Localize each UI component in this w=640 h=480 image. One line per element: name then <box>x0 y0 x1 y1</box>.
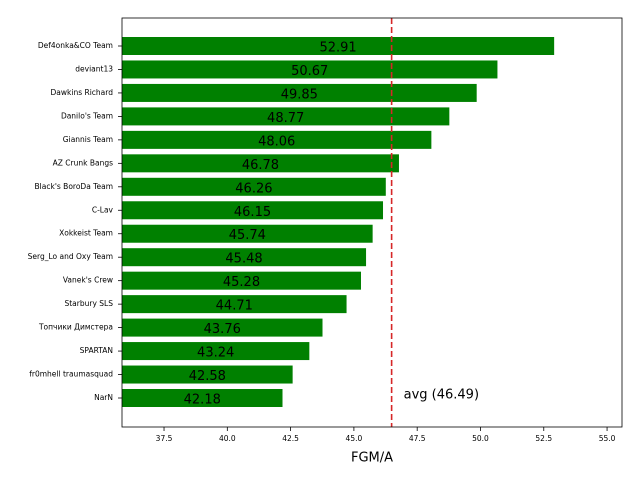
bar <box>122 107 450 126</box>
y-tick-label: Starbury SLS <box>64 299 113 308</box>
y-tick-label: Black's BoroDa Team <box>35 182 113 191</box>
x-tick-label: 50.0 <box>472 434 489 443</box>
bar <box>122 365 293 384</box>
value-label: 43.76 <box>204 322 241 337</box>
y-tick-label: Giannis Team <box>63 135 113 144</box>
y-tick-label: Def4onka&CO Team <box>38 41 113 50</box>
bar <box>122 154 399 173</box>
bar <box>122 271 361 290</box>
bar <box>122 342 310 361</box>
x-tick-label: 55.0 <box>599 434 616 443</box>
y-tick-label: Топчики Димстера <box>38 323 113 332</box>
average-annotation: avg (46.49) <box>404 388 479 403</box>
bar <box>122 248 367 267</box>
y-tick-label: deviant13 <box>75 64 113 73</box>
value-label: 45.74 <box>229 228 266 243</box>
bar <box>122 130 432 149</box>
plot-frame <box>121 17 623 428</box>
value-label: 46.26 <box>235 181 272 196</box>
bar <box>122 389 283 407</box>
bar <box>122 295 347 314</box>
y-tick-label: fr0mhell traumasquad <box>29 370 113 379</box>
y-tick-label: Serg_Lo and Oxy Team <box>28 252 113 261</box>
x-tick-label: 42.5 <box>282 434 299 443</box>
bar <box>122 318 323 337</box>
value-label: 42.18 <box>184 393 221 408</box>
value-label: 43.24 <box>197 346 234 361</box>
bar <box>122 224 373 243</box>
x-axis-label: FGM/A <box>351 451 393 466</box>
value-label: 45.48 <box>225 252 262 267</box>
x-tick-label: 45.0 <box>346 434 363 443</box>
value-label: 49.85 <box>281 87 318 102</box>
bar <box>122 60 498 79</box>
y-tick-label: SPARTAN <box>80 346 113 355</box>
value-label: 48.77 <box>267 111 304 126</box>
value-label: 46.15 <box>234 205 271 220</box>
bar <box>122 37 555 55</box>
y-tick-label: Dawkins Richard <box>51 88 114 97</box>
y-tick-label: NarN <box>94 393 113 402</box>
y-tick-label: Danilo's Team <box>61 111 113 120</box>
x-tick-label: 52.5 <box>535 434 552 443</box>
value-label: 45.28 <box>223 275 260 290</box>
x-tick-label: 40.0 <box>219 434 236 443</box>
x-tick-label: 37.5 <box>156 434 173 443</box>
value-label: 48.06 <box>258 134 295 149</box>
x-tick-label: 47.5 <box>409 434 426 443</box>
bar <box>122 177 386 196</box>
value-label: 42.58 <box>189 369 226 384</box>
value-label: 52.91 <box>319 41 356 56</box>
value-label: 44.71 <box>216 299 253 314</box>
y-tick-label: C-Lav <box>92 205 114 214</box>
bar <box>122 83 477 102</box>
y-tick-label: Xokkeist Team <box>59 229 113 238</box>
bar <box>122 201 384 220</box>
value-label: 46.78 <box>242 158 279 173</box>
y-tick-label: AZ Crunk Bangs <box>53 158 113 167</box>
value-label: 50.67 <box>291 64 328 79</box>
y-tick-label: Vanek's Crew <box>63 276 113 285</box>
